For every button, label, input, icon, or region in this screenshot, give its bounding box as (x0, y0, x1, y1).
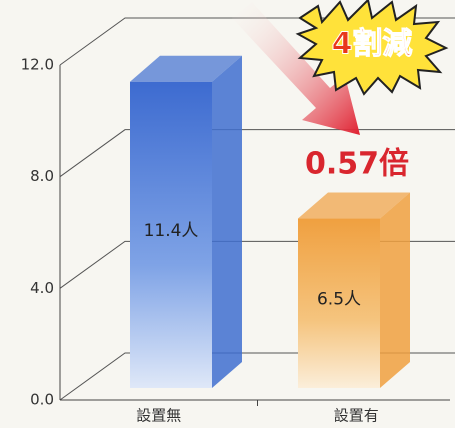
data-label: 6.5人 (317, 289, 361, 309)
annotation: 4割減 (332, 27, 413, 62)
chart: 0.0 4.0 8.0 12.0 11.4人設置無 6.5人設置有 4割減 0.57倍 (0, 0, 455, 428)
x-tick-label: 設置有 (334, 407, 379, 425)
y-tick-label: 4.0 (30, 279, 54, 297)
data-label: 11.4人 (144, 221, 199, 241)
annotation: 0.57倍 (305, 147, 409, 182)
bar-side (212, 56, 242, 388)
y-tick-label: 12.0 (21, 56, 54, 74)
x-tick-label: 設置無 (136, 407, 181, 425)
y-tick-label: 8.0 (30, 167, 54, 185)
y-tick-label: 0.0 (30, 391, 54, 409)
bar-side (380, 193, 410, 388)
